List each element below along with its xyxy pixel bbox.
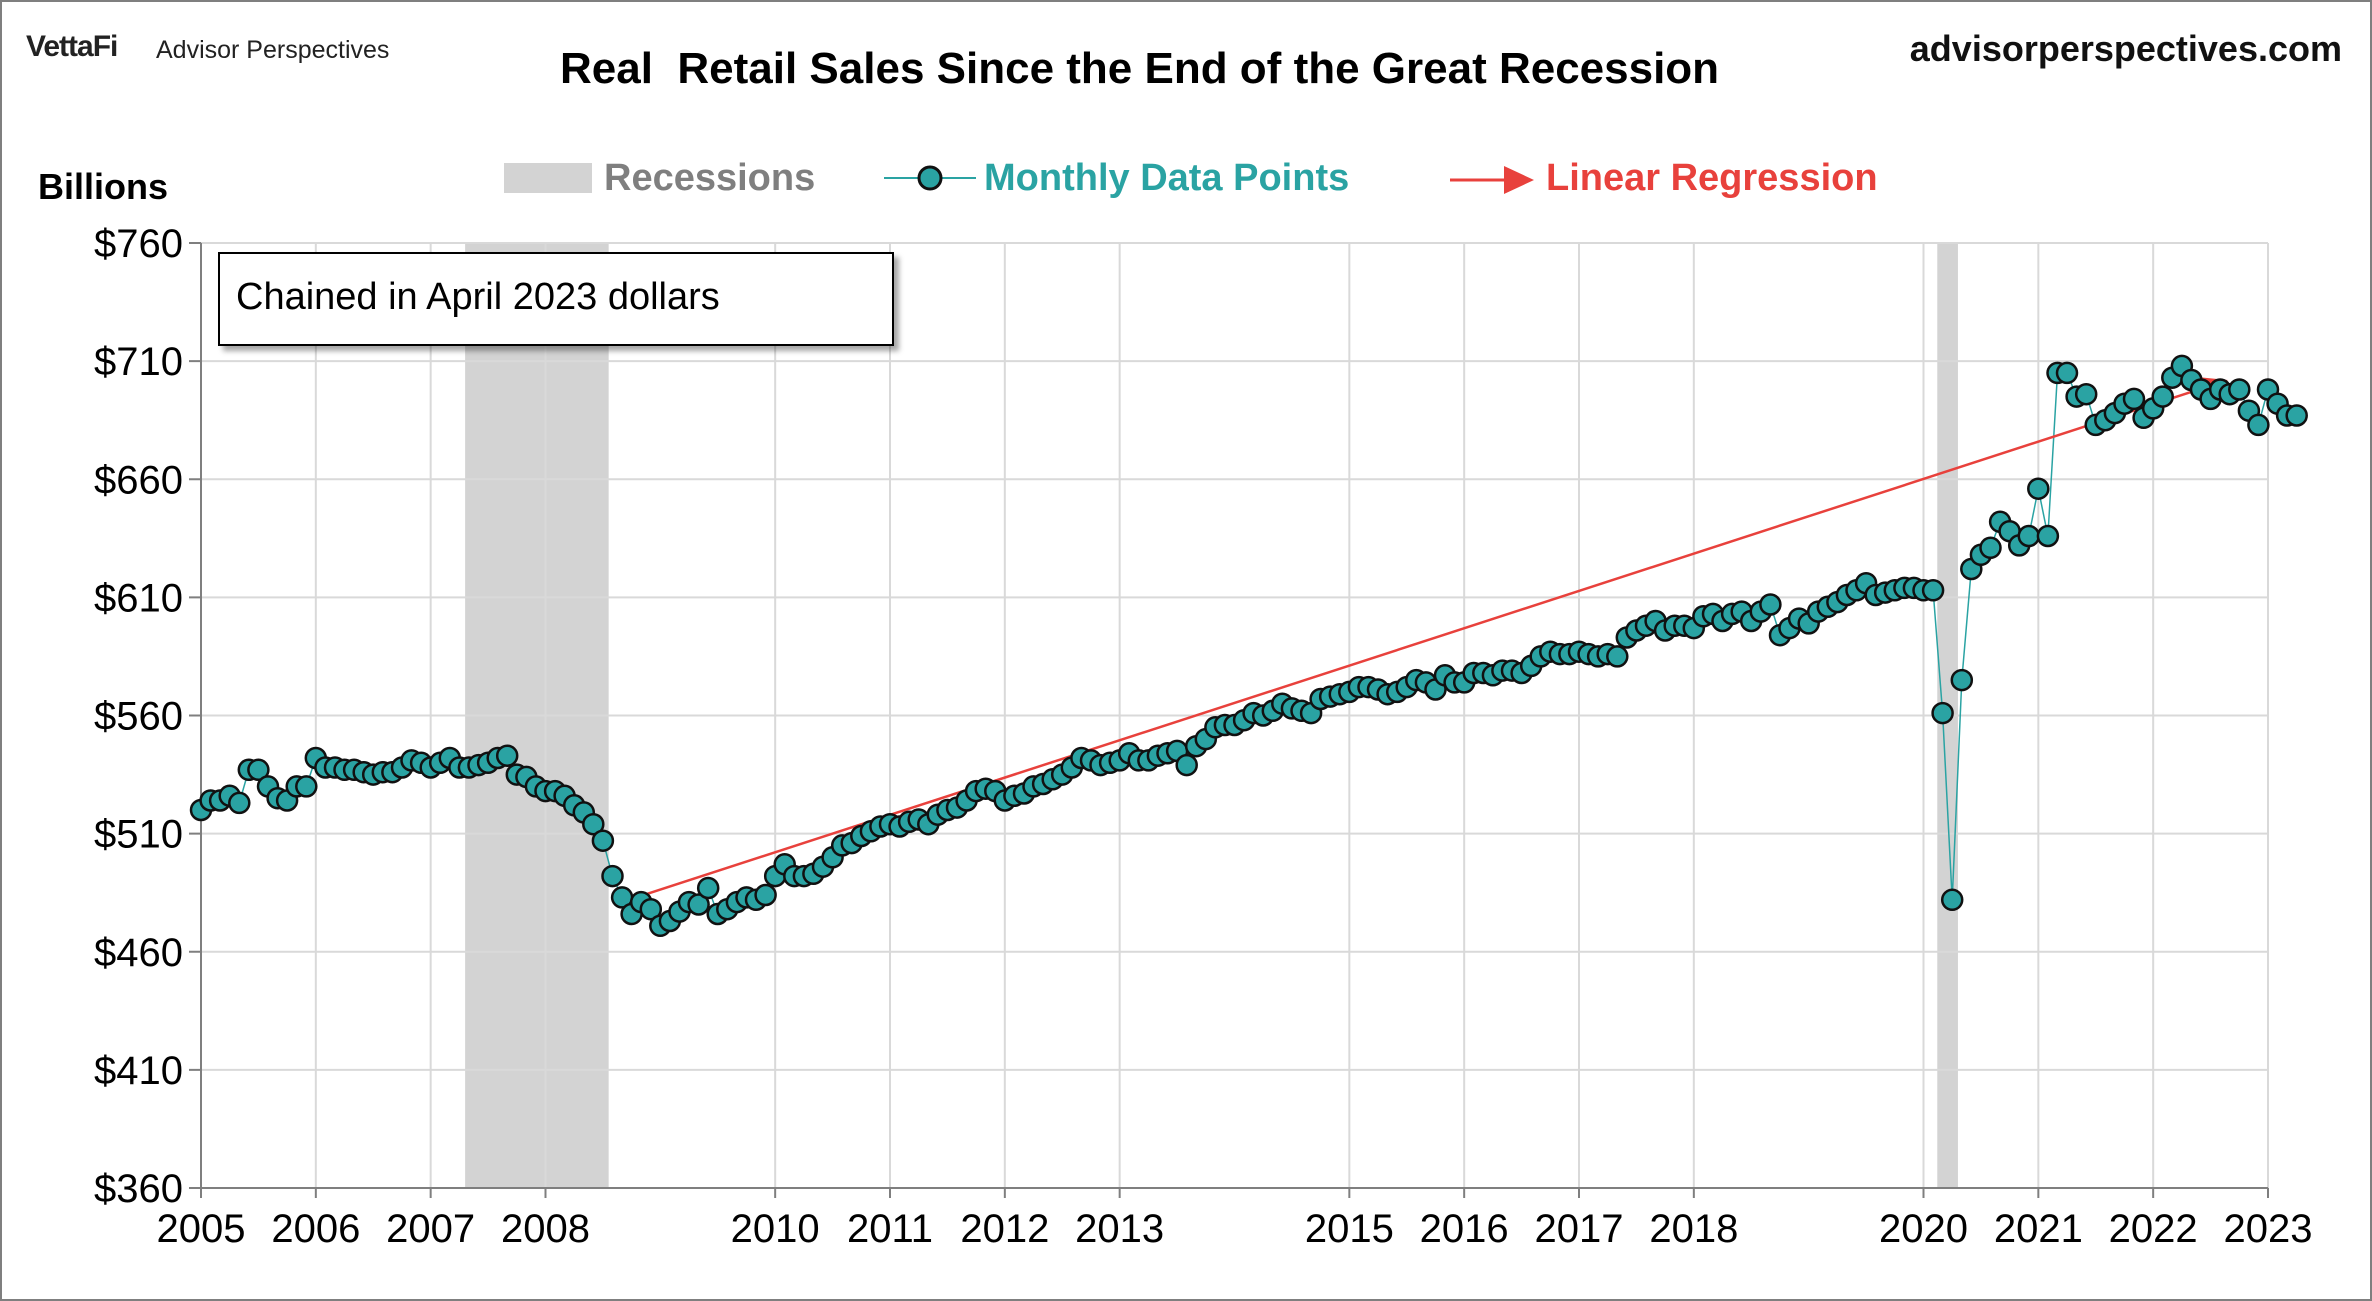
legend-monthly-marker (917, 165, 943, 191)
x-tick-label: 2015 (1305, 1207, 1394, 1251)
data-point (2285, 404, 2308, 427)
data-point (1940, 888, 1964, 912)
data-point (1931, 701, 1954, 725)
legend-recession-swatch (504, 163, 592, 193)
data-point (582, 812, 605, 836)
data-point (1759, 593, 1782, 616)
note-box: Chained in April 2023 dollars (218, 252, 894, 346)
regression-line-segment (614, 388, 2198, 906)
x-tick-label: 2011 (847, 1207, 933, 1251)
legend: Recessions Monthly Data Points Linear Re… (504, 157, 1878, 199)
data-point (2027, 477, 2050, 500)
data-point (601, 864, 624, 888)
y-tick-label: $560 (94, 695, 183, 739)
data-point (228, 791, 251, 815)
y-tick-labels: $760 $710 $660 $610 $560 $510 $460 $410 $360 (94, 222, 183, 1211)
x-tick-labels: 2005 2006 2007 2008 2010 2011 2012 2013 2015 2016… (157, 1207, 2313, 1251)
data-point (2122, 387, 2146, 411)
legend-regression-arrowhead (1504, 166, 1534, 194)
y-tick-label: $460 (94, 931, 183, 975)
y-tick-label: $510 (94, 813, 183, 857)
data-points (189, 354, 2308, 938)
data-point (247, 758, 270, 782)
data-point (2074, 382, 2098, 406)
regression-line (614, 376, 2228, 906)
x-tick-label: 2017 (1535, 1207, 1624, 1251)
y-tick-label: $710 (94, 340, 183, 384)
chart-title: Real Retail Sales Since the End of the G… (560, 44, 1720, 93)
x-tick-label: 2013 (1075, 1207, 1164, 1251)
x-tick-label: 2012 (960, 1207, 1049, 1251)
x-tick-label: 2020 (1879, 1207, 1968, 1251)
y-tick-label: $660 (94, 458, 183, 502)
data-point (2247, 413, 2270, 437)
y-axis-label: Billions (38, 166, 169, 207)
data-point (1921, 579, 1945, 602)
data-point (2228, 378, 2251, 401)
data-point (639, 897, 663, 921)
y-tick-label: $760 (94, 222, 183, 266)
data-point (591, 829, 615, 852)
x-tick-label: 2023 (2224, 1207, 2313, 1251)
axes (189, 242, 2269, 1198)
x-tick-label: 2008 (501, 1207, 590, 1251)
advisor-perspectives-logo: Advisor Perspectives (156, 36, 390, 64)
data-point (687, 893, 710, 916)
note-text: Chained in April 2023 dollars (236, 276, 720, 318)
x-tick-label: 2018 (1649, 1207, 1738, 1251)
y-tick-label: $360 (94, 1167, 183, 1211)
y-tick-label: $410 (94, 1049, 183, 1093)
y-tick-label: $610 (94, 576, 183, 620)
data-point (1950, 668, 1974, 692)
vettafi-logo: VettaFi (26, 30, 118, 63)
data-point (295, 775, 318, 798)
data-point (754, 883, 777, 907)
legend-regression-label: Linear Regression (1546, 157, 1878, 199)
data-point (2036, 524, 2060, 548)
data-point (2017, 524, 2041, 548)
data-point (495, 744, 519, 767)
x-tick-label: 2007 (386, 1207, 475, 1251)
data-point (696, 876, 720, 900)
legend-monthly-label: Monthly Data Points (984, 157, 1349, 199)
data-point (2055, 361, 2079, 385)
site-url: advisorperspectives.com (1909, 28, 2342, 69)
data-point (1979, 536, 2002, 560)
x-tick-label: 2005 (157, 1207, 246, 1251)
data-point (1606, 645, 1629, 668)
x-tick-label: 2010 (731, 1207, 820, 1251)
x-tick-label: 2022 (2109, 1207, 2198, 1251)
x-tick-label: 2006 (271, 1207, 360, 1251)
data-point (1175, 753, 1198, 777)
legend-recession-label: Recessions (604, 157, 815, 199)
x-tick-label: 2021 (1994, 1207, 2083, 1251)
x-tick-label: 2016 (1420, 1207, 1509, 1251)
data-point (2151, 385, 2174, 408)
